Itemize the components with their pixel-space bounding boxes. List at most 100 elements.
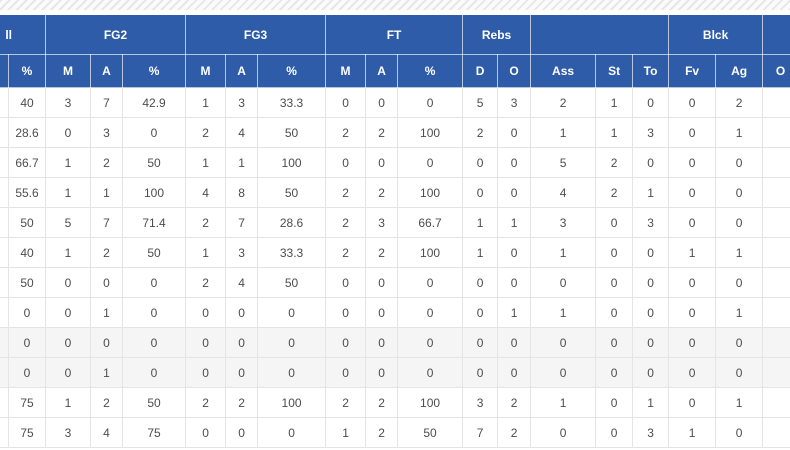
- column-header-cell: A: [90, 54, 124, 88]
- stat-cell: 3: [45, 87, 92, 118]
- stat-cell: 0: [632, 267, 670, 298]
- stat-cell: 0: [462, 327, 499, 358]
- stat-cell: 0: [715, 417, 764, 448]
- stat-cell: 2: [462, 117, 499, 148]
- stat-cell: 3: [632, 207, 670, 238]
- stat-cell: 1: [530, 387, 597, 418]
- stat-cell: 0: [185, 297, 227, 328]
- stat-cell: 2: [325, 117, 367, 148]
- stat-cell: 1: [530, 297, 597, 328]
- group-header-cell: FG2: [45, 14, 187, 55]
- stat-cell: [762, 417, 790, 448]
- stat-cell: 0: [668, 87, 717, 118]
- column-header-cell: O: [497, 54, 532, 88]
- table-row: 50 5 7 71.4 2 7 28.6 2 3 66.7 1 1 3 0 3 0 0: [0, 207, 790, 238]
- table-row: 75 3 4 75 0 0 0 1 2 50 7 2 0 0 3 1 0: [0, 417, 790, 448]
- group-header-cell: ll: [0, 14, 47, 55]
- stat-cell: 0: [497, 267, 532, 298]
- stat-cell: [0, 177, 9, 208]
- stat-cell: 1: [715, 297, 764, 328]
- diagonal-hatch-strip: [0, 0, 790, 10]
- stat-cell: 1: [185, 147, 227, 178]
- stat-cell: 0: [497, 327, 532, 358]
- stat-cell: 0: [257, 297, 327, 328]
- column-header-cell: Ass: [530, 54, 597, 88]
- stat-cell: [0, 117, 9, 148]
- stat-cell: 2: [530, 87, 597, 118]
- stat-cell: 0: [462, 297, 499, 328]
- stat-cell: 2: [365, 117, 399, 148]
- table-row: 40 3 7 42.9 1 3 33.3 0 0 0 5 3 2 1 0 0 2: [0, 87, 790, 118]
- stat-cell: 0: [225, 357, 259, 388]
- stat-cell: [0, 327, 9, 358]
- stat-cell: 0: [365, 327, 399, 358]
- stat-cell: 0: [462, 267, 499, 298]
- stat-cell: 33.3: [257, 87, 327, 118]
- stat-cell: 1: [632, 387, 670, 418]
- stat-cell: 2: [325, 387, 367, 418]
- table-row: 55.6 1 1 100 4 8 50 2 2 100 0 0 4 2 1 0 0: [0, 177, 790, 208]
- column-header-cell: %: [397, 54, 464, 88]
- stat-cell: 0: [257, 417, 327, 448]
- group-header-cell: [762, 14, 790, 55]
- stat-cell: 0: [365, 297, 399, 328]
- stat-cell: 1: [668, 417, 717, 448]
- stat-cell: 1: [668, 237, 717, 268]
- stat-cell: 100: [397, 117, 464, 148]
- stat-cell: 0: [325, 297, 367, 328]
- stat-cell: 2: [325, 177, 367, 208]
- stat-cell: 0: [325, 327, 367, 358]
- stat-cell: 50: [7, 207, 47, 238]
- stat-cell: 75: [122, 417, 187, 448]
- stat-cell: 2: [595, 177, 634, 208]
- stat-cell: 0: [595, 237, 634, 268]
- column-header-cell: D: [462, 54, 499, 88]
- stat-cell: 0: [715, 267, 764, 298]
- stat-cell: 7: [462, 417, 499, 448]
- stat-cell: 0: [632, 357, 670, 388]
- group-header-cell: Rebs: [462, 14, 532, 55]
- stat-cell: 2: [497, 417, 532, 448]
- stat-cell: 4: [225, 267, 259, 298]
- stat-cell: 2: [185, 207, 227, 238]
- stat-cell: 2: [325, 237, 367, 268]
- stat-cell: [762, 327, 790, 358]
- stat-cell: 71.4: [122, 207, 187, 238]
- stat-cell: 2: [90, 237, 124, 268]
- stat-cell: 75: [7, 387, 47, 418]
- stat-cell: [0, 237, 9, 268]
- column-header-cell: To: [632, 54, 670, 88]
- stat-cell: 3: [497, 87, 532, 118]
- table-body: 40 3 7 42.9 1 3 33.3 0 0 0 5 3 2 1 0 0 2 28.6 0 3 0 2 4 50 2 2 100…: [0, 87, 790, 448]
- stat-cell: 0: [715, 177, 764, 208]
- stat-cell: 1: [90, 297, 124, 328]
- stat-cell: [762, 297, 790, 328]
- stat-cell: 0: [497, 147, 532, 178]
- stat-cell: 1: [45, 147, 92, 178]
- column-header-cell: A: [225, 54, 259, 88]
- stat-cell: 2: [365, 177, 399, 208]
- stat-cell: 100: [397, 177, 464, 208]
- stat-cell: 0: [397, 327, 464, 358]
- stat-cell: 1: [90, 177, 124, 208]
- stat-cell: [762, 207, 790, 238]
- stat-cell: 1: [225, 147, 259, 178]
- stat-cell: 0: [715, 207, 764, 238]
- stat-cell: 5: [530, 147, 597, 178]
- stat-cell: 1: [90, 357, 124, 388]
- stat-cell: 0: [45, 117, 92, 148]
- stat-cell: 0: [595, 387, 634, 418]
- stat-cell: 3: [225, 237, 259, 268]
- stat-cell: 1: [715, 117, 764, 148]
- stat-cell: 0: [462, 357, 499, 388]
- stat-cell: 1: [325, 417, 367, 448]
- stat-cell: 1: [185, 237, 227, 268]
- stat-cell: 3: [632, 417, 670, 448]
- column-header-cell: Fv: [668, 54, 717, 88]
- stat-cell: 0: [185, 327, 227, 358]
- stat-cell: 4: [530, 177, 597, 208]
- stat-cell: [0, 387, 9, 418]
- stat-cell: 50: [397, 417, 464, 448]
- stat-cell: 2: [595, 147, 634, 178]
